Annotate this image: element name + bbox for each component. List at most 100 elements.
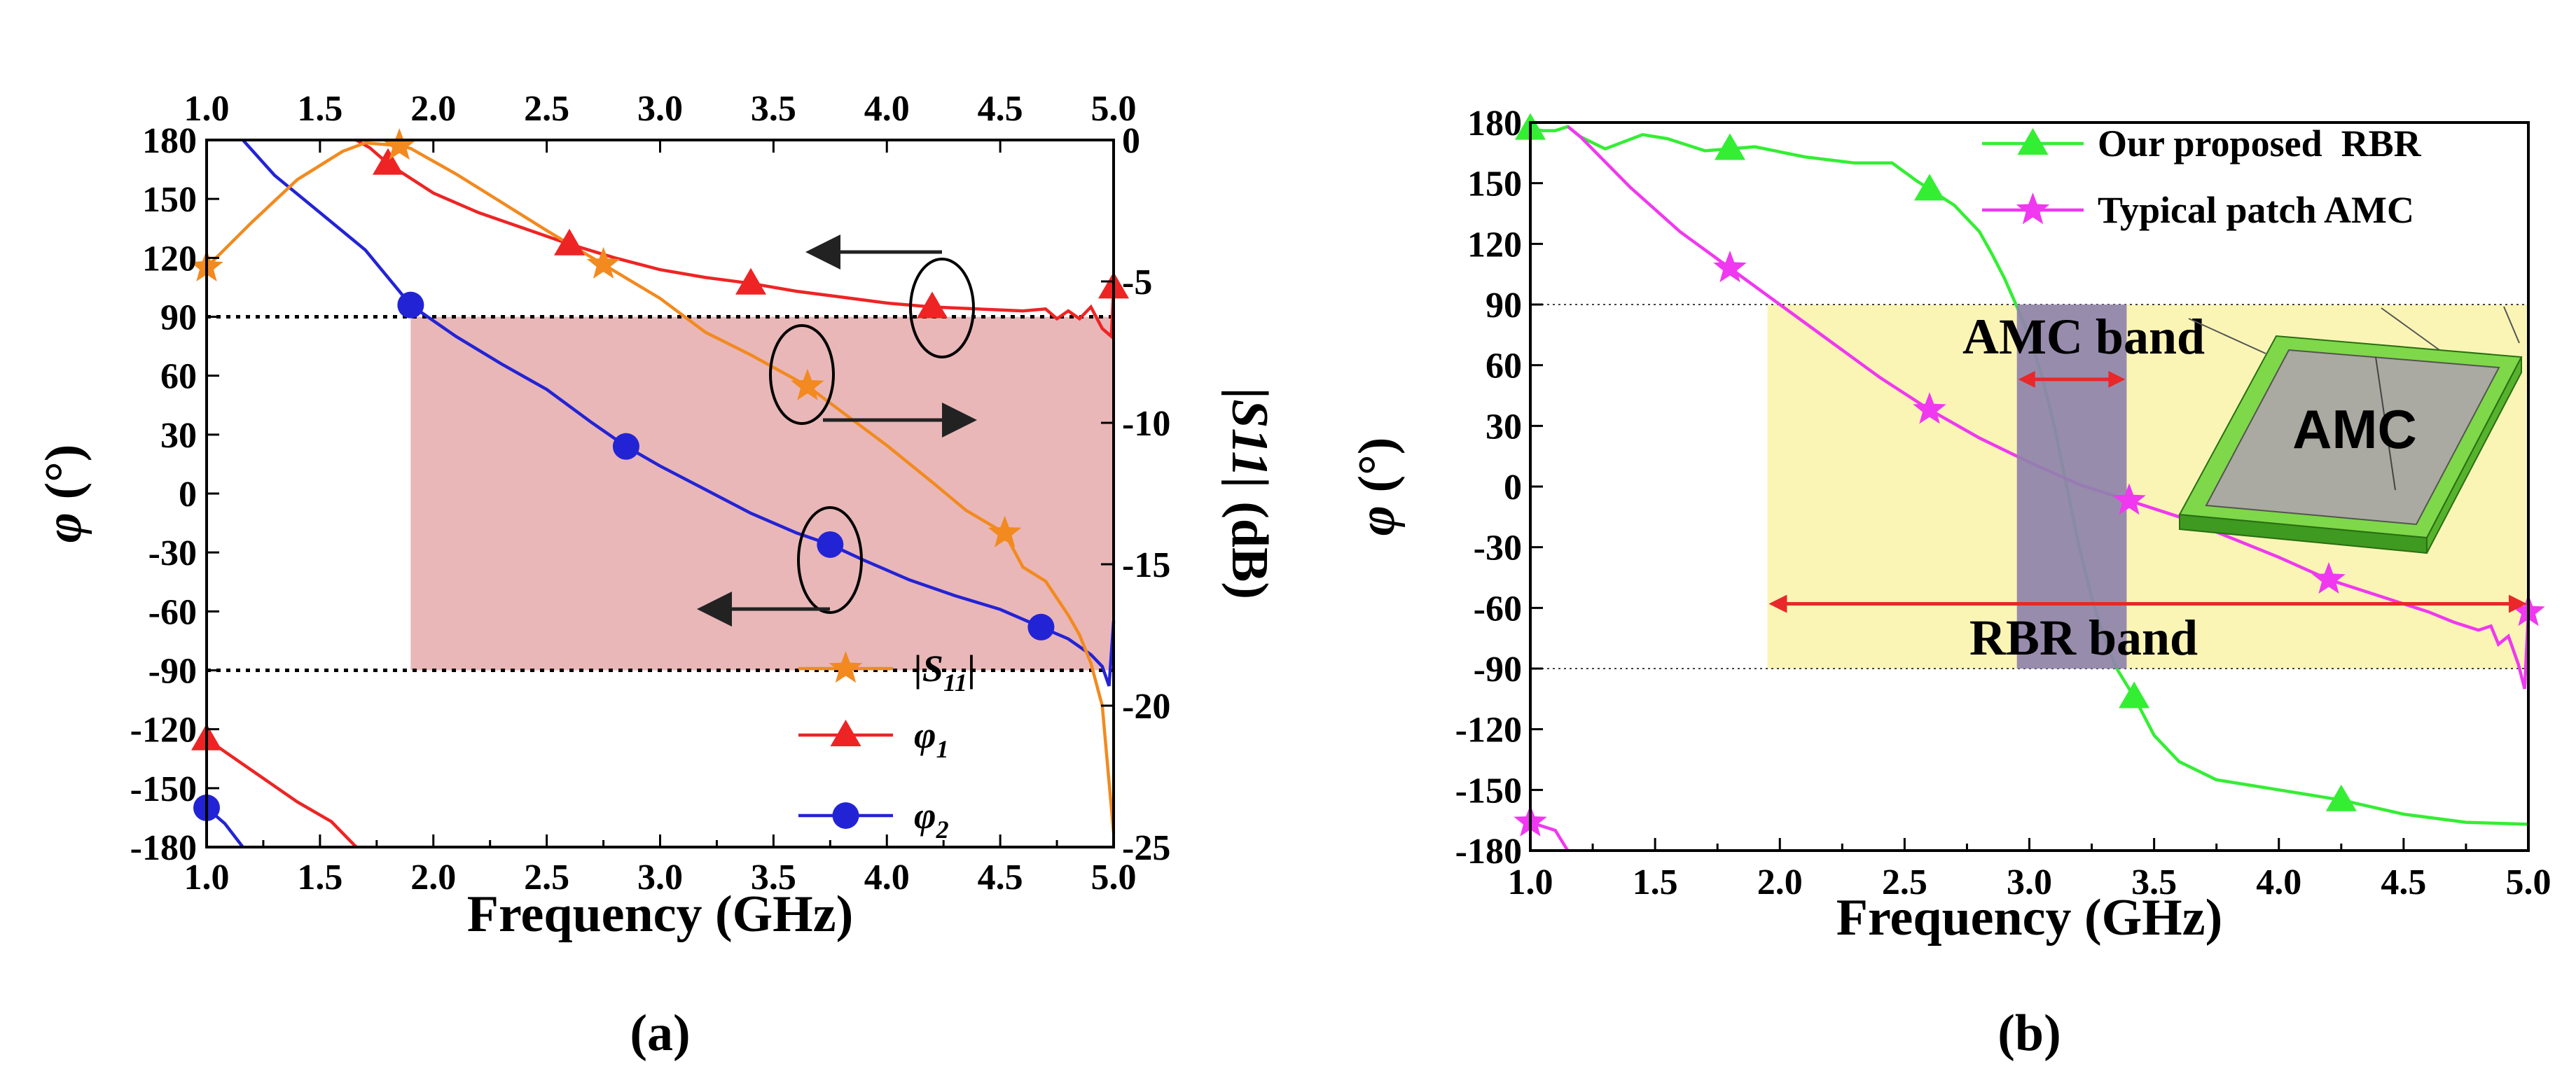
- inset-label: AMC: [2292, 398, 2417, 460]
- y2-tick-label: 0: [1122, 121, 1140, 161]
- y2-axis-label-unit: (dB): [1221, 489, 1278, 599]
- y2-tick-label: -10: [1122, 404, 1170, 444]
- legend-label-end: |: [967, 648, 976, 690]
- y2-tick-label: -5: [1122, 263, 1152, 302]
- y-tick-label: -120: [1455, 711, 1522, 750]
- legend-label-sub: 11: [943, 669, 967, 697]
- marker-patch-2: [1913, 392, 1946, 424]
- marker-rbr-2: [1914, 174, 1945, 201]
- x-tick-label: 3.5: [2131, 862, 2177, 902]
- x-tick-label: 4.0: [2256, 862, 2301, 902]
- legend-label-main: φ: [914, 714, 936, 756]
- x-tick-label: 2.5: [1882, 862, 1927, 902]
- x-tick-label: 1.5: [1633, 862, 1678, 902]
- top-tick-label: 4.5: [978, 89, 1023, 129]
- x-tick-label: 2.5: [524, 858, 569, 897]
- inset-wire: [2375, 356, 2396, 491]
- legend-label-phi2: φ2: [914, 795, 949, 844]
- marker-s11-3: [791, 368, 824, 400]
- top-tick-label: 3.5: [751, 89, 796, 129]
- inset-wire: [2188, 318, 2266, 354]
- x-tick-label: 3.5: [751, 858, 796, 897]
- y-tick-label: 90: [160, 298, 197, 338]
- y-tick-label: -180: [130, 828, 197, 868]
- y-tick-label: -150: [1455, 771, 1522, 811]
- x-axis-label: Frequency (GHz): [467, 886, 853, 943]
- y-tick-label: 120: [142, 239, 197, 279]
- chart-b: AMC band RBR band AMC 1.0 1.5 2.0 2.5 3.0 3.5 4.0…: [1348, 104, 2551, 1062]
- legend-marker-s11: [829, 651, 863, 683]
- y-tick-label: 90: [1486, 286, 1522, 326]
- y-axis-label-unit: (°): [35, 445, 92, 512]
- marker-patch-1: [1713, 251, 1747, 283]
- legend-label-patch: Typical patch AMC: [2098, 189, 2414, 231]
- y-tick-label: 60: [160, 357, 197, 397]
- shaded-band: [410, 316, 1114, 671]
- marker-rbr-3: [2119, 681, 2150, 708]
- inset-wire: [2381, 307, 2445, 354]
- marker-phi2-1: [397, 291, 424, 319]
- marker-s11-4: [988, 515, 1022, 547]
- y-axis-label-unit: (°): [1348, 438, 1406, 505]
- y-tick-label: 120: [1467, 225, 1522, 265]
- x-tick-label: 1.5: [297, 858, 342, 897]
- inset-patch: [2205, 349, 2500, 526]
- series-line-s11: [205, 141, 1116, 833]
- series-line-rbr: [1530, 125, 2529, 826]
- x-tick-label: 5.0: [2506, 862, 2551, 902]
- y-tick-label: 60: [1486, 347, 1522, 386]
- y-tick-label: 180: [142, 121, 197, 161]
- y-axis-label: φ (°): [1348, 438, 1406, 536]
- marker-phi1-3: [735, 267, 766, 295]
- y-tick-label: 0: [179, 475, 197, 515]
- annotation-ellipse-2: [797, 506, 863, 614]
- marker-phi1-2: [554, 228, 585, 256]
- marker-patch-3: [2112, 483, 2146, 515]
- y-axis-label-symbol: φ: [35, 512, 92, 543]
- marker-rbr-4: [2325, 784, 2357, 811]
- legend-label-phi1: φ1: [914, 714, 949, 763]
- legend-label-main: |S: [914, 648, 943, 690]
- marker-rbr-1: [1715, 133, 1745, 160]
- marker-phi2-3: [817, 531, 844, 558]
- y-tick-label: -150: [130, 769, 197, 809]
- x-tick-label: 5.0: [1091, 858, 1137, 897]
- y-tick-label: 180: [1467, 104, 1522, 144]
- amc-band-arrowhead-left: [2018, 370, 2035, 388]
- top-tick-label: 2.0: [410, 89, 456, 129]
- x-tick-label: 4.5: [978, 858, 1023, 897]
- rbr-band-arrowhead-right: [2509, 594, 2527, 613]
- panel-label-b: (b): [1997, 1005, 2061, 1062]
- x-tick-label: 2.0: [410, 858, 456, 897]
- top-tick-label: 3.0: [637, 89, 683, 129]
- y2-axis-label: |S11| (dB): [1221, 388, 1278, 599]
- y-axis-label-symbol: φ: [1348, 505, 1406, 536]
- legend-label-sub: 1: [936, 735, 949, 763]
- x-tick-label: 3.0: [637, 858, 683, 897]
- x-tick-label: 2.0: [1757, 862, 1803, 902]
- y-tick-label: 0: [1504, 468, 1522, 508]
- marker-phi1-1: [373, 148, 403, 175]
- x-tick-label: 1.0: [1508, 862, 1553, 902]
- amc-band-label: AMC band: [1962, 309, 2205, 365]
- y2-tick-label: -15: [1122, 545, 1170, 585]
- top-tick-label: 1.0: [184, 89, 230, 129]
- series-line-phi1: [205, 139, 1116, 848]
- marker-phi1-4: [917, 291, 948, 319]
- amc-inset: AMC: [2178, 306, 2523, 554]
- marker-s11-1: [382, 128, 416, 160]
- y-tick-label: -30: [148, 533, 197, 573]
- rbr-band-label: RBR band: [1969, 610, 2198, 666]
- y-tick-label: -60: [148, 592, 197, 632]
- amc-band-region: [2016, 305, 2127, 669]
- y2-axis-label-symbol: |S11|: [1221, 388, 1278, 489]
- marker-phi2-4: [1027, 613, 1055, 641]
- chart-a: 1.0 1.5 2.0 2.5 3.0 3.5 4.0 4.5 5.0 1.0 1.5 2.0 2.5 3…: [35, 89, 1278, 1062]
- top-tick-label: 5.0: [1091, 89, 1137, 129]
- x-axis-label: Frequency (GHz): [1836, 889, 2222, 946]
- y-tick-label: -30: [1474, 529, 1522, 568]
- y-axis-label: φ (°): [35, 445, 92, 543]
- y2-tick-label: -20: [1122, 687, 1170, 727]
- top-tick-label: 4.0: [864, 89, 910, 129]
